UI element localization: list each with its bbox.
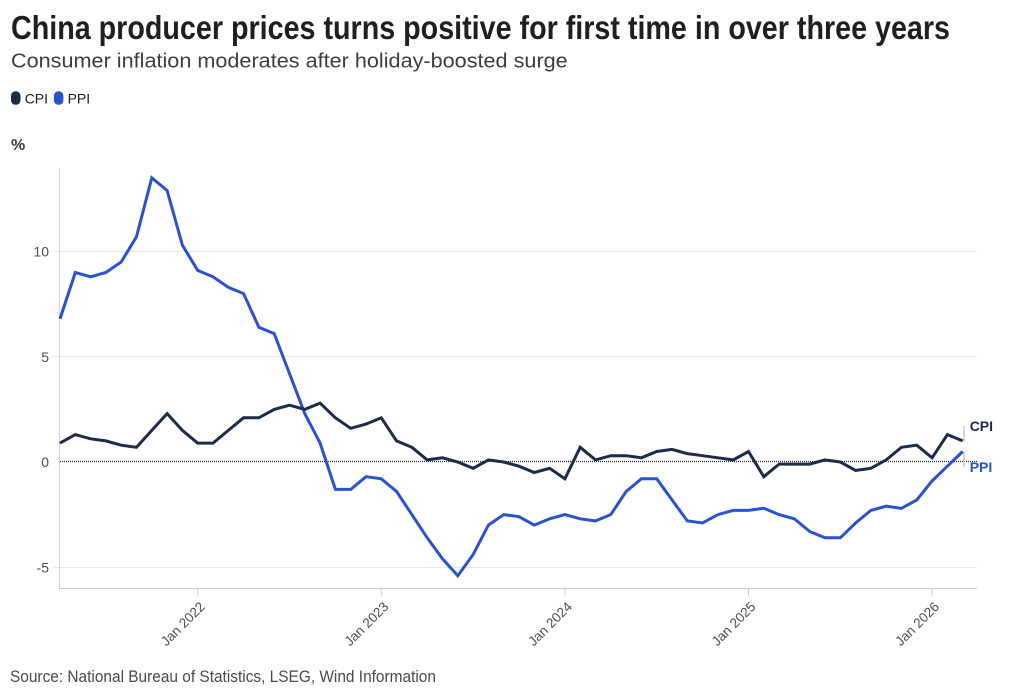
- svg-text:10: 10: [33, 244, 49, 260]
- svg-text:CPI: CPI: [970, 418, 993, 434]
- svg-text:China producer prices turns po: China producer prices turns positive for…: [11, 9, 950, 46]
- svg-text:CPI: CPI: [25, 91, 48, 107]
- svg-text:Source: National Bureau of Sta: Source: National Bureau of Statistics, L…: [10, 667, 436, 686]
- svg-text:%: %: [11, 137, 25, 154]
- svg-text:0: 0: [41, 454, 49, 470]
- svg-text:-5: -5: [37, 560, 50, 576]
- svg-text:Consumer inflation moderates a: Consumer inflation moderates after holid…: [11, 50, 568, 72]
- svg-text:PPI: PPI: [68, 91, 91, 107]
- svg-text:PPI: PPI: [970, 459, 993, 475]
- svg-text:5: 5: [41, 349, 49, 365]
